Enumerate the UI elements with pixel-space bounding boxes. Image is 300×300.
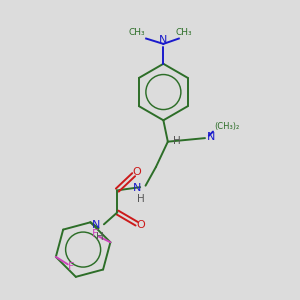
Text: N: N — [206, 132, 215, 142]
Text: CH₃: CH₃ — [128, 28, 145, 38]
Text: H: H — [137, 194, 145, 204]
Text: N: N — [92, 220, 100, 230]
Text: N: N — [159, 35, 168, 45]
Text: O: O — [137, 220, 146, 230]
Text: H: H — [173, 136, 181, 146]
Text: CH₃: CH₃ — [176, 28, 193, 38]
Text: F: F — [68, 262, 74, 272]
Text: O: O — [133, 167, 142, 177]
Text: N: N — [133, 183, 141, 193]
Text: H: H — [97, 232, 104, 242]
Text: (CH₃)₂: (CH₃)₂ — [214, 122, 239, 131]
Text: F: F — [92, 229, 98, 239]
